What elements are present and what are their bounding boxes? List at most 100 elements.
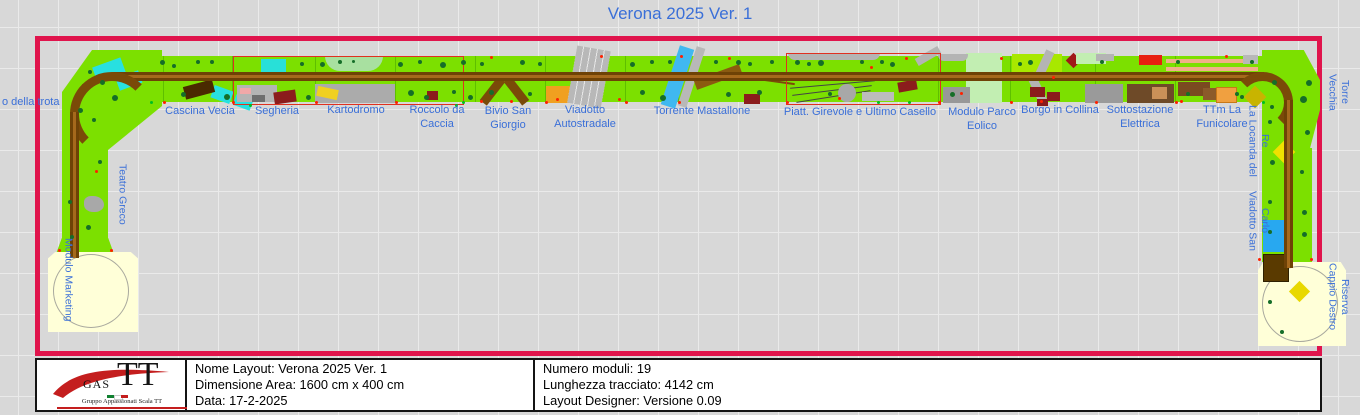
decor-shape <box>744 94 760 104</box>
tree-dot <box>757 90 762 95</box>
connector-dot-red <box>786 101 789 104</box>
connector-dot-red <box>838 97 841 100</box>
main-track-horizontal <box>112 72 1264 81</box>
tree-dot <box>736 60 741 65</box>
tree-dot <box>300 62 304 66</box>
tree-dot <box>1186 92 1190 96</box>
module-label-vertical: Teatro Greco <box>116 163 129 225</box>
connector-dot-green <box>908 101 911 104</box>
connector-dot-red <box>395 101 398 104</box>
connector-dot-red <box>58 249 61 252</box>
main-track-left-arm <box>70 112 79 258</box>
tree-dot <box>630 62 635 67</box>
tree-dot <box>88 70 92 74</box>
module-label: Kartodromo <box>327 104 385 116</box>
decor-shape <box>427 91 438 100</box>
decor-shape <box>838 84 856 102</box>
connector-dot-red <box>1310 258 1313 261</box>
info-layout-designer: Layout Designer: Versione 0.09 <box>543 392 722 408</box>
decor-shape <box>252 95 265 102</box>
tree-dot <box>1300 170 1304 174</box>
tree-dot <box>68 200 72 204</box>
logo-swoosh-icon <box>53 369 169 398</box>
tree-dot <box>181 92 186 97</box>
tree-dot <box>828 92 832 96</box>
connector-dot-red <box>1010 101 1013 104</box>
tree-dot <box>1268 230 1272 234</box>
tree-dot <box>890 62 895 67</box>
right-balloon-loop-track <box>1262 266 1338 342</box>
connector-dot-red <box>163 101 166 104</box>
decor-shape <box>862 92 894 101</box>
tree-dot <box>807 62 811 66</box>
tree-dot <box>98 160 102 164</box>
decor-shape <box>1166 59 1258 63</box>
tree-dot <box>338 60 342 64</box>
tree-dot <box>468 95 473 100</box>
tree-dot <box>112 95 118 101</box>
info-lunghezza-tracciato: Lunghezza tracciato: 4142 cm <box>543 376 714 392</box>
connector-dot-red <box>625 101 628 104</box>
connector-dot-red <box>232 101 235 104</box>
tree-dot <box>461 60 466 65</box>
decor-shape <box>1166 67 1258 71</box>
tree-dot <box>1270 160 1275 165</box>
connector-dot-green <box>150 101 153 104</box>
connector-dot-red <box>545 101 548 104</box>
connector-dot-red <box>1040 100 1043 103</box>
tree-dot <box>1018 62 1022 66</box>
module-label: Modulo Parco Eolico <box>948 106 1016 132</box>
connector-dot-red <box>1180 100 1183 103</box>
tree-dot <box>1305 130 1310 135</box>
connector-dot-red <box>315 101 318 104</box>
connector-dot-red <box>678 101 681 104</box>
decor-shape <box>1263 220 1287 252</box>
tree-dot <box>770 60 774 64</box>
tree-dot <box>748 62 752 66</box>
tree-dot <box>1270 105 1274 109</box>
connector-dot-red <box>480 100 483 103</box>
info-dimensione-area: Dimensione Area: 1600 cm x 400 cm <box>195 376 405 392</box>
module-label-vertical: Modulo Marketing <box>62 238 75 322</box>
connector-dot-red <box>905 57 908 60</box>
decor-shape <box>1047 92 1060 101</box>
panel-divider-2 <box>533 360 535 410</box>
connector-dot-red <box>1000 57 1003 60</box>
tree-dot <box>668 60 672 64</box>
decor-shape <box>1152 87 1167 99</box>
connector-dot-red <box>618 98 621 101</box>
decor-shape <box>938 54 968 61</box>
connector-dot-red <box>1052 76 1055 79</box>
tree-dot <box>480 62 484 66</box>
connector-dot-red <box>1175 101 1178 104</box>
tree-dot <box>160 60 165 65</box>
gas-tt-logo: GAS TT Gruppo Appassionati Scala TT <box>51 356 201 410</box>
tree-dot <box>408 90 414 96</box>
tree-dot <box>1268 120 1272 124</box>
tree-dot <box>489 90 494 95</box>
tree-dot <box>650 60 654 64</box>
tree-dot <box>860 60 864 64</box>
tree-dot <box>950 92 955 97</box>
tree-dot <box>1268 200 1272 204</box>
decor-shape <box>1076 53 1106 64</box>
decor-shape <box>261 59 286 72</box>
module-label: Bivio San Giorgio <box>484 105 532 131</box>
module-label-vertical: Cappio Destro Riserva <box>1326 263 1352 331</box>
tree-dot <box>100 80 105 85</box>
tree-dot <box>1272 80 1277 85</box>
tree-dot <box>440 62 446 68</box>
connector-dot-red <box>600 55 603 58</box>
decor-shape <box>1243 55 1258 64</box>
tree-dot <box>1240 95 1244 99</box>
tree-dot <box>1250 60 1254 64</box>
decor-shape <box>788 53 880 60</box>
connector-dot-red <box>1225 55 1228 58</box>
info-nome-layout: Nome Layout: Verona 2025 Ver. 1 <box>195 361 388 376</box>
tree-dot <box>660 95 666 101</box>
main-track-curve-left <box>70 72 154 156</box>
connector-dot-red <box>1095 101 1098 104</box>
connector-dot-red <box>870 66 873 69</box>
tree-dot <box>538 62 542 66</box>
decor-shape <box>84 196 104 212</box>
